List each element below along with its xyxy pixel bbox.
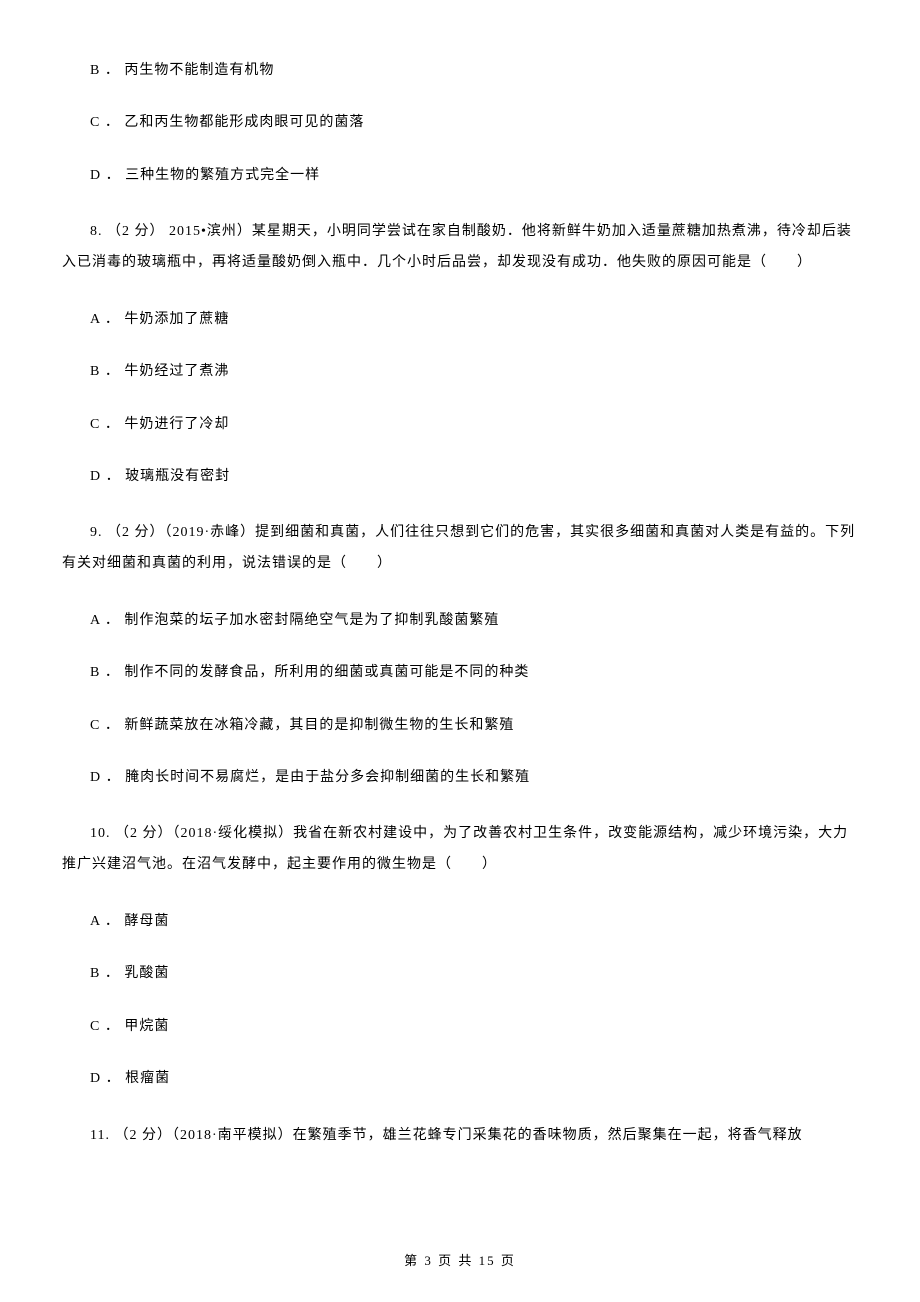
q9-option-d: D ． 腌肉长时间不易腐烂，是由于盐分多会抑制细菌的生长和繁殖 — [90, 767, 885, 789]
q7-option-c: C ． 乙和丙生物都能形成肉眼可见的菌落 — [90, 112, 885, 134]
q9-stem: 9. （2 分）（2019·赤峰）提到细菌和真菌，人们往往只想到它们的危害，其实… — [62, 518, 858, 580]
q8-option-a: A ． 牛奶添加了蔗糖 — [90, 309, 885, 331]
q8-option-c: C ． 牛奶进行了冷却 — [90, 414, 885, 436]
q9-option-c: C ． 新鲜蔬菜放在冰箱冷藏，其目的是抑制微生物的生长和繁殖 — [90, 715, 885, 737]
q10-option-c: C ． 甲烷菌 — [90, 1016, 885, 1038]
page: B ． 丙生物不能制造有机物 C ． 乙和丙生物都能形成肉眼可见的菌落 D ． … — [0, 0, 920, 1302]
q7-option-b: B ． 丙生物不能制造有机物 — [90, 60, 885, 82]
q10-stem: 10. （2 分）（2018·绥化模拟）我省在新农村建设中，为了改善农村卫生条件… — [62, 819, 858, 881]
q7-option-d: D ． 三种生物的繁殖方式完全一样 — [90, 165, 885, 187]
q8-option-b: B ． 牛奶经过了煮沸 — [90, 361, 885, 383]
q11-stem: 11. （2 分）（2018·南平模拟）在繁殖季节，雄兰花蜂专门采集花的香味物质… — [62, 1121, 858, 1152]
q8-stem: 8. （2 分） 2015•滨州）某星期天，小明同学尝试在家自制酸奶．他将新鲜牛… — [62, 217, 858, 279]
q9-option-a: A ． 制作泡菜的坛子加水密封隔绝空气是为了抑制乳酸菌繁殖 — [90, 610, 885, 632]
q10-option-a: A ． 酵母菌 — [90, 911, 885, 933]
q10-option-b: B ． 乳酸菌 — [90, 963, 885, 985]
q10-option-d: D ． 根瘤菌 — [90, 1068, 885, 1090]
q9-option-b: B ． 制作不同的发酵食品，所利用的细菌或真菌可能是不同的种类 — [90, 662, 885, 684]
q8-option-d: D ． 玻璃瓶没有密封 — [90, 466, 885, 488]
page-footer: 第 3 页 共 15 页 — [0, 1251, 920, 1272]
